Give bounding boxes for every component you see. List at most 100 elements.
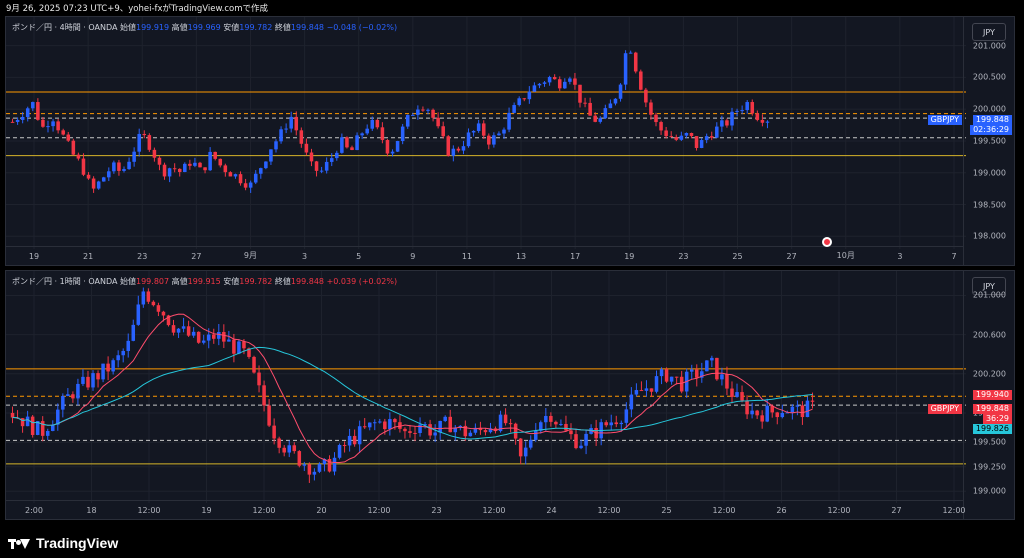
candle-body xyxy=(563,81,567,89)
candle-body xyxy=(388,419,392,430)
candle-body xyxy=(31,102,35,109)
candle-body xyxy=(709,136,714,138)
candle-body xyxy=(654,376,659,392)
candle-body xyxy=(248,182,253,188)
candle-body xyxy=(247,348,251,357)
candle-body xyxy=(750,102,755,114)
countdown-tag: 02:36:29 xyxy=(970,124,1012,135)
candle-body xyxy=(141,291,146,305)
high-value: 199.915 xyxy=(187,277,221,286)
candle-body xyxy=(679,376,684,392)
candle-body xyxy=(233,174,238,177)
candle-body xyxy=(121,350,125,356)
candle-body xyxy=(223,165,228,173)
candle-body xyxy=(598,118,603,122)
candle-body xyxy=(112,162,116,172)
candle-body xyxy=(66,134,71,141)
candle-body xyxy=(493,428,498,432)
candle-body xyxy=(405,115,410,127)
candle-body xyxy=(393,419,397,423)
time-tick-label: 9 xyxy=(410,252,416,261)
candle-body xyxy=(471,130,476,133)
candle-body xyxy=(669,136,673,138)
candle-body xyxy=(528,439,533,448)
candle-body xyxy=(537,83,542,86)
candle-body xyxy=(800,405,805,418)
candle-body xyxy=(579,445,583,449)
chart-pane-4h[interactable]: ポンド／円 · 4時間 · OANDA 始値199.919 高値199.969 … xyxy=(5,16,1015,266)
economic-event-icon[interactable] xyxy=(822,237,832,247)
last-price-tag: 199.848 xyxy=(972,404,1012,415)
candle-body xyxy=(161,311,166,316)
candle-body xyxy=(117,162,121,171)
candle-body xyxy=(695,369,699,378)
time-axis[interactable]: 2:00 18 12:00 19 12:00 20 12:00 23 12:00 24 12:00 2… xyxy=(6,500,966,519)
candle-body xyxy=(136,304,141,325)
candle-body xyxy=(25,416,30,427)
candle-body xyxy=(552,77,557,80)
candle-body xyxy=(446,136,451,156)
candle-body xyxy=(463,425,468,437)
candle-body xyxy=(458,425,463,428)
candle-body xyxy=(362,426,367,428)
change-value: +0.039 (+0.02%) xyxy=(326,277,398,286)
chart-pane-1h[interactable]: ポンド／円 · 1時間 · OANDA 始値199.807 高値199.915 … xyxy=(5,270,1015,520)
moving-average-short xyxy=(12,313,813,463)
candle-body xyxy=(730,111,734,126)
candle-body xyxy=(421,109,425,111)
time-tick-label: 12:00 xyxy=(252,506,276,515)
candle-body xyxy=(436,117,440,127)
currency-button[interactable]: JPY xyxy=(972,23,1006,41)
candlestick-chart-1h[interactable] xyxy=(6,271,1015,520)
time-tick-label: 12:00 xyxy=(712,506,736,515)
candle-body xyxy=(564,423,568,431)
candle-body xyxy=(805,400,810,418)
candle-body xyxy=(624,409,629,423)
candle-body xyxy=(735,110,739,112)
time-tick-label: 21 xyxy=(83,252,94,261)
candle-body xyxy=(468,432,473,437)
candle-body xyxy=(416,109,420,115)
candle-body xyxy=(196,331,201,343)
candle-body xyxy=(177,168,182,173)
candle-body xyxy=(441,126,445,137)
candle-body xyxy=(335,152,339,159)
candle-body xyxy=(314,161,319,171)
tradingview-footer[interactable]: TradingView xyxy=(8,535,118,551)
candle-body xyxy=(198,162,202,168)
candlestick-chart-4h[interactable] xyxy=(6,17,1015,266)
time-axis[interactable]: 19 21 23 27 9月 3 5 9 11 13 17 19 23 25 27 10月 3 7 xyxy=(6,246,964,265)
candle-body xyxy=(603,108,608,119)
tradingview-logo-icon xyxy=(8,537,30,550)
currency-button[interactable]: JPY xyxy=(972,277,1006,295)
candle-body xyxy=(547,77,552,83)
candle-body xyxy=(122,169,126,171)
candle-body xyxy=(483,430,488,433)
candle-body xyxy=(725,374,729,389)
candle-body xyxy=(512,105,516,113)
candle-body xyxy=(157,157,162,165)
price-tick-label: 200.200 xyxy=(972,369,1006,379)
candle-body xyxy=(549,415,553,422)
candle-body xyxy=(380,127,385,141)
candle-body xyxy=(453,427,458,433)
symbol-title: ポンド／円 · 1時間 · OANDA xyxy=(12,277,118,286)
candle-body xyxy=(715,126,719,138)
candle-body xyxy=(618,84,623,99)
candle-body xyxy=(699,140,704,148)
price-tick-label: 201.000 xyxy=(972,41,1006,51)
candle-body xyxy=(10,121,15,123)
candle-body xyxy=(56,121,60,131)
price-axis[interactable]: 201.000 200.500 200.000 199.500 199.000 198.5… xyxy=(963,17,1014,265)
candle-body xyxy=(76,383,80,399)
candle-body xyxy=(497,133,501,136)
candle-body xyxy=(629,394,634,410)
candle-body xyxy=(659,369,664,377)
candle-body xyxy=(284,128,288,130)
time-tick-label: 5 xyxy=(356,252,362,261)
candle-body xyxy=(593,115,597,122)
candle-body xyxy=(760,119,765,123)
candle-body xyxy=(569,430,573,435)
time-tick-label: 26 xyxy=(776,506,787,515)
candle-body xyxy=(532,85,537,92)
